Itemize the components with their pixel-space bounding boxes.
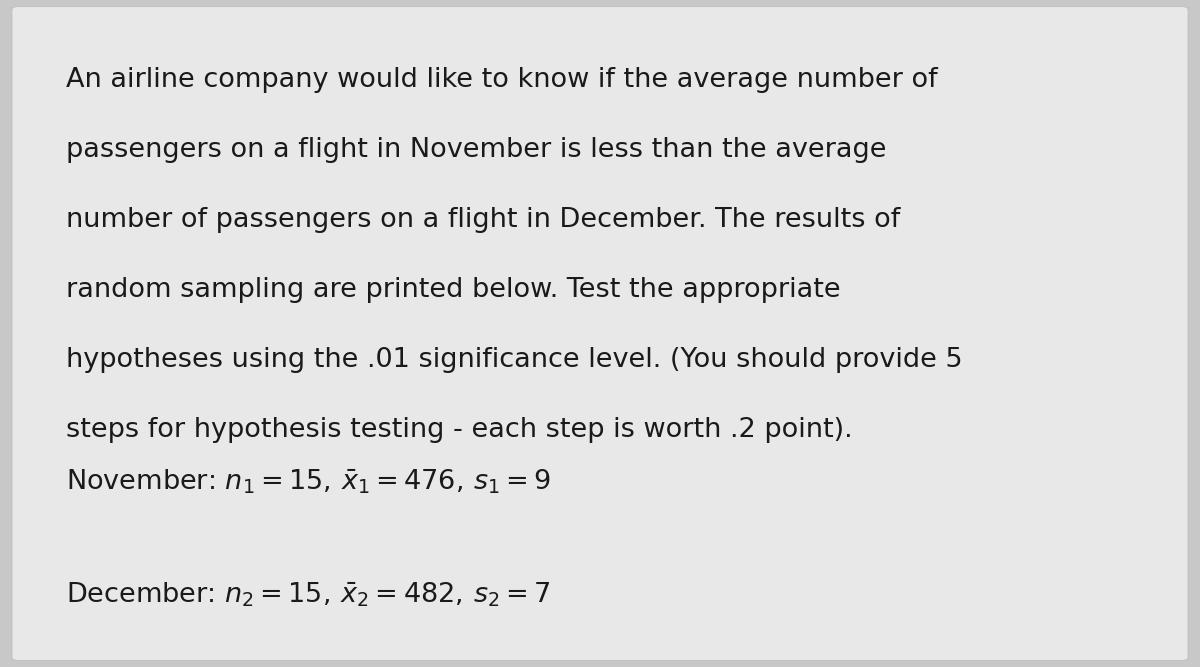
Text: December: $n_2 = 15,\, \bar{x}_2 = 482,\, s_2 = 7$: December: $n_2 = 15,\, \bar{x}_2 = 482,\… [66, 580, 551, 609]
Text: random sampling are printed below. Test the appropriate: random sampling are printed below. Test … [66, 277, 841, 303]
Text: passengers on a flight in November is less than the average: passengers on a flight in November is le… [66, 137, 887, 163]
FancyBboxPatch shape [12, 7, 1188, 660]
Text: number of passengers on a flight in December. The results of: number of passengers on a flight in Dece… [66, 207, 900, 233]
Text: November: $n_1 = 15,\, \bar{x}_1 = 476,\, s_1 = 9$: November: $n_1 = 15,\, \bar{x}_1 = 476,\… [66, 467, 551, 496]
Text: steps for hypothesis testing - each step is worth .2 point).: steps for hypothesis testing - each step… [66, 417, 853, 443]
Text: hypotheses using the .01 significance level. (You should provide 5: hypotheses using the .01 significance le… [66, 347, 962, 373]
Text: An airline company would like to know if the average number of: An airline company would like to know if… [66, 67, 937, 93]
